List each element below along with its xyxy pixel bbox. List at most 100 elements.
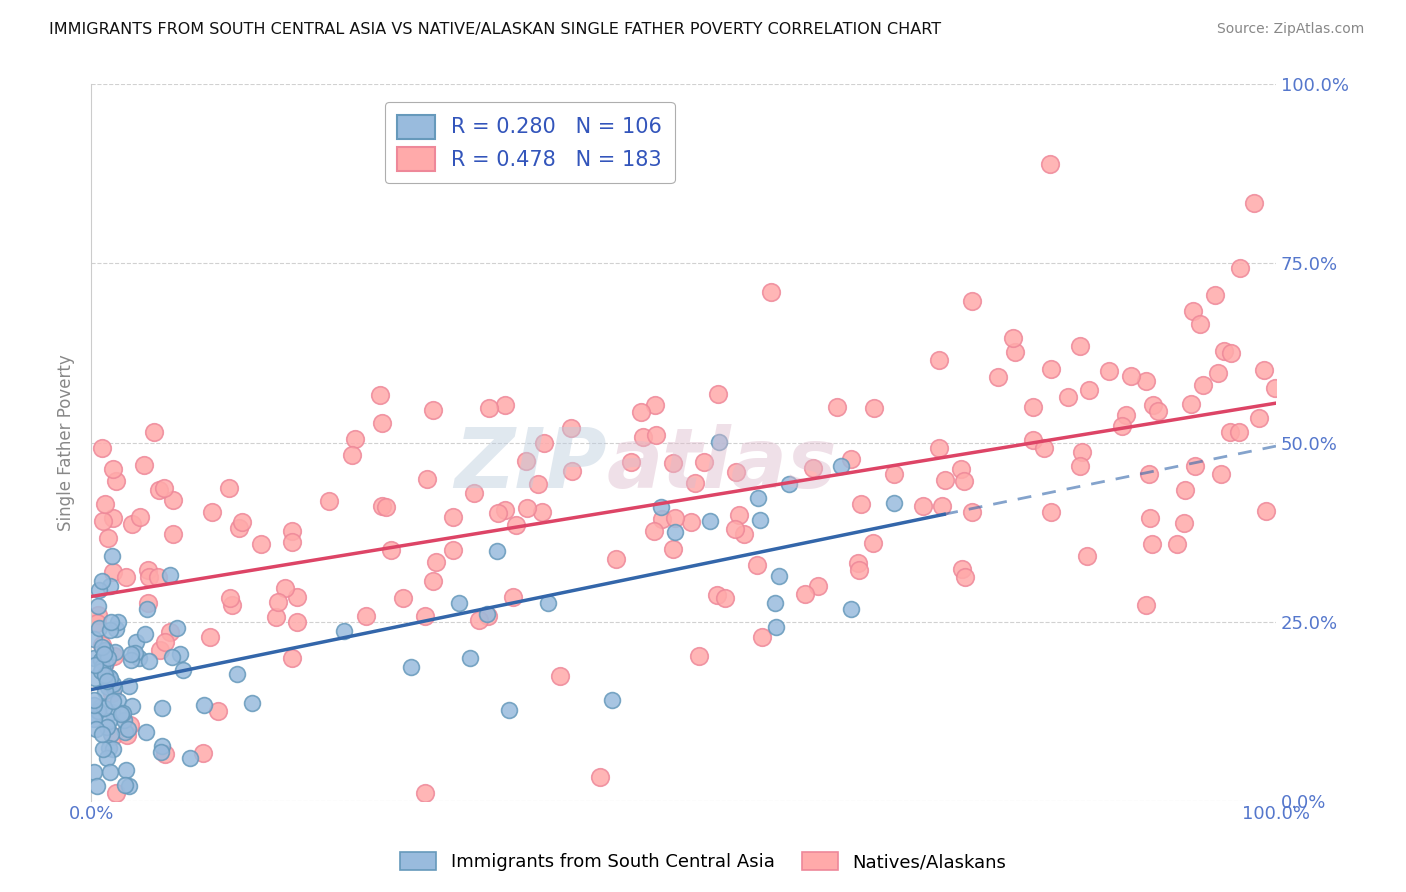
Point — [101, 742, 124, 756]
Point — [477, 608, 499, 623]
Point — [1204, 287, 1226, 301]
Point — [134, 627, 156, 641]
Point — [91, 441, 114, 455]
Point — [1039, 505, 1062, 519]
Point — [458, 651, 481, 665]
Point — [530, 505, 553, 519]
Point — [231, 516, 253, 530]
Point — [179, 751, 201, 765]
Point — [340, 448, 363, 462]
Point — [960, 505, 983, 519]
Point — [650, 500, 672, 515]
Point — [136, 602, 159, 616]
Point — [1115, 408, 1137, 422]
Point — [240, 697, 263, 711]
Point — [162, 527, 184, 541]
Point — [724, 465, 747, 479]
Point — [494, 503, 516, 517]
Point — [527, 476, 550, 491]
Point — [664, 524, 686, 539]
Point — [162, 650, 184, 665]
Point — [87, 620, 110, 634]
Point — [97, 650, 120, 665]
Point — [502, 590, 524, 604]
Point — [83, 712, 105, 726]
Point — [839, 452, 862, 467]
Point — [172, 663, 194, 677]
Point — [90, 727, 112, 741]
Point — [86, 779, 108, 793]
Point — [515, 454, 537, 468]
Point — [759, 285, 782, 299]
Point — [602, 693, 624, 707]
Point — [447, 596, 470, 610]
Point — [619, 455, 641, 469]
Point — [699, 514, 721, 528]
Point — [97, 680, 120, 694]
Point — [1256, 504, 1278, 518]
Point — [281, 534, 304, 549]
Point — [98, 579, 121, 593]
Point — [1022, 400, 1045, 414]
Point — [153, 747, 176, 762]
Point — [1192, 378, 1215, 392]
Point — [1069, 339, 1091, 353]
Point — [149, 643, 172, 657]
Point — [280, 651, 302, 665]
Point — [84, 658, 107, 673]
Point — [91, 574, 114, 588]
Point — [191, 746, 214, 760]
Point — [103, 511, 125, 525]
Point — [115, 570, 138, 584]
Point — [107, 693, 129, 707]
Legend: Immigrants from South Central Asia, Natives/Alaskans: Immigrants from South Central Asia, Nati… — [392, 845, 1014, 879]
Point — [463, 485, 485, 500]
Point — [475, 607, 498, 621]
Point — [91, 638, 114, 652]
Point — [399, 660, 422, 674]
Point — [96, 750, 118, 764]
Point — [98, 714, 121, 729]
Point — [138, 570, 160, 584]
Point — [150, 739, 173, 753]
Point — [148, 483, 170, 497]
Point — [93, 647, 115, 661]
Point — [1057, 390, 1080, 404]
Point — [84, 671, 107, 685]
Point — [1142, 398, 1164, 412]
Point — [1147, 403, 1170, 417]
Point — [150, 745, 173, 759]
Point — [1033, 441, 1056, 455]
Point — [169, 647, 191, 661]
Point — [1004, 345, 1026, 359]
Point — [101, 694, 124, 708]
Point — [422, 403, 444, 417]
Point — [93, 684, 115, 698]
Point — [101, 461, 124, 475]
Point — [166, 622, 188, 636]
Point — [371, 499, 394, 513]
Point — [441, 509, 464, 524]
Point — [83, 764, 105, 779]
Point — [91, 640, 114, 655]
Point — [218, 481, 240, 495]
Point — [1121, 369, 1143, 384]
Point — [1111, 419, 1133, 434]
Text: atlas: atlas — [606, 424, 837, 505]
Point — [94, 667, 117, 681]
Point — [486, 506, 509, 520]
Point — [883, 495, 905, 509]
Y-axis label: Single Father Poverty: Single Father Poverty — [58, 354, 75, 531]
Point — [1039, 157, 1062, 171]
Point — [548, 668, 571, 682]
Point — [93, 700, 115, 714]
Point — [392, 591, 415, 605]
Point — [441, 543, 464, 558]
Point — [631, 430, 654, 444]
Point — [960, 294, 983, 309]
Point — [124, 646, 146, 660]
Point — [848, 563, 870, 577]
Point — [267, 595, 290, 609]
Point — [862, 536, 884, 550]
Point — [96, 720, 118, 734]
